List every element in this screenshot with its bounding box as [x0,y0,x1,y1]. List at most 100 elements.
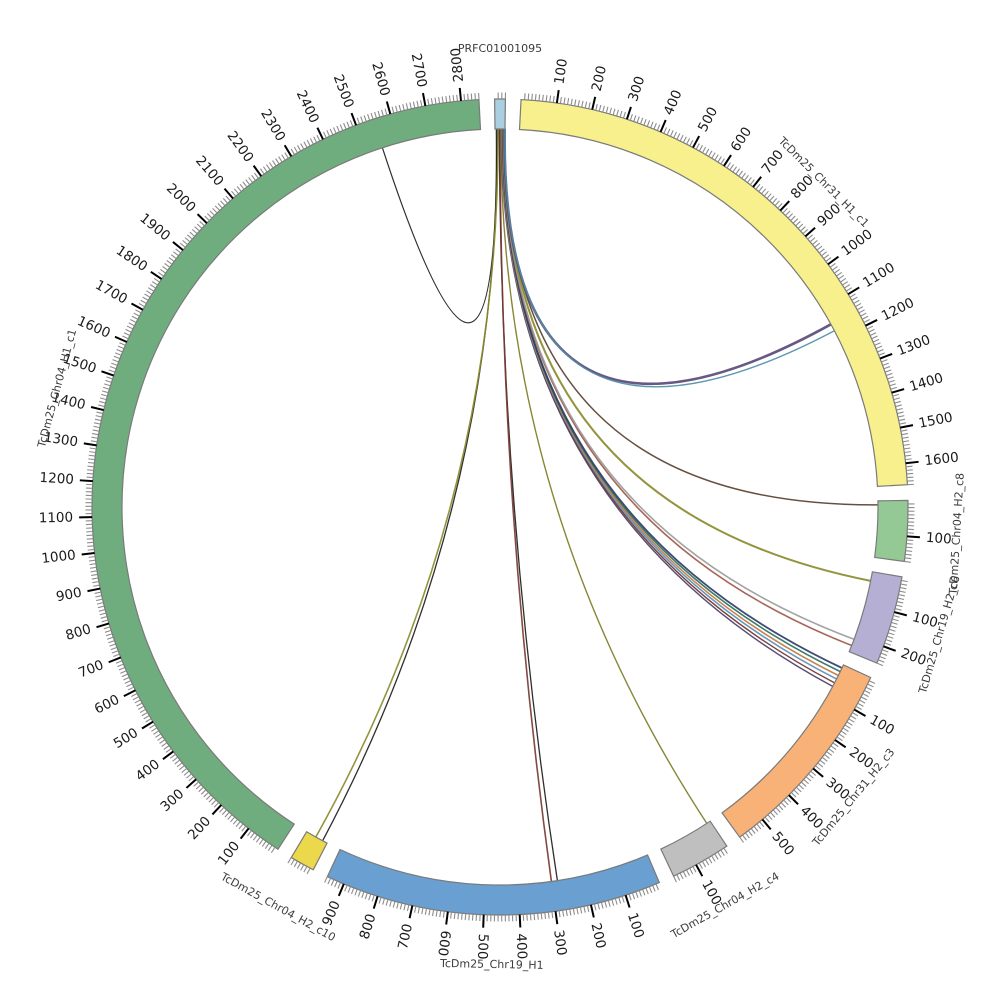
minor-tick [176,762,183,768]
minor-tick [186,773,192,779]
minor-tick [332,127,337,134]
minor-tick [385,899,389,906]
minor-tick [88,559,96,562]
minor-tick [182,239,188,245]
minor-tick [831,265,838,271]
segment-arc [326,848,661,916]
major-tick [834,739,847,749]
minor-tick [127,686,135,691]
major-tick [114,335,128,343]
segment-TcDm25_Chr19_H1: 100200300400500600700800900TcDm25_Chr19_… [319,848,661,972]
minor-tick [898,418,906,422]
minor-tick [204,215,210,222]
minor-tick [360,116,364,123]
minor-tick [714,154,719,161]
minor-tick [602,105,605,113]
minor-tick [139,708,146,714]
minor-tick [805,776,812,782]
minor-tick [255,836,261,843]
minor-tick [886,372,893,377]
minor-tick [347,886,351,893]
minor-tick [742,834,747,841]
minor-tick [705,148,710,155]
minor-tick [87,545,94,548]
minor-tick [100,393,108,397]
minor-tick [812,239,818,245]
minor-tick [327,877,332,885]
minor-tick [829,262,836,268]
minor-tick [845,287,853,292]
segment-arc [721,664,872,839]
minor-tick [800,226,806,232]
minor-tick [145,718,152,723]
minor-tick [643,118,647,126]
minor-tick [417,906,420,914]
minor-tick [899,590,906,593]
minor-tick [628,893,632,901]
tick-label: 900 [55,585,83,606]
minor-tick [851,296,858,301]
minor-tick [792,218,799,224]
minor-tick [826,751,833,756]
minor-tick [378,897,382,904]
minor-tick [905,550,913,552]
tick-label: 800 [64,621,93,644]
minor-tick [798,784,805,790]
minor-tick [906,539,914,542]
minor-tick [842,281,849,286]
minor-tick [817,762,824,768]
minor-tick [764,816,770,823]
minor-tick [424,908,428,915]
minor-tick [109,643,116,647]
minor-tick [895,608,902,611]
minor-tick [886,635,894,639]
major-tick [101,370,115,377]
minor-tick [339,124,344,131]
minor-tick [551,911,554,919]
minor-tick [126,325,134,330]
minor-tick [865,686,873,691]
minor-tick [174,759,181,765]
minor-tick [196,223,203,229]
minor-tick [611,899,615,906]
minor-tick [763,190,769,197]
minor-tick [445,95,448,103]
minor-tick [122,335,129,340]
major-tick [130,302,144,311]
minor-tick [382,898,386,905]
minor-tick [181,767,188,773]
major-tick [422,92,427,107]
minor-tick [87,541,94,544]
minor-tick [892,618,899,622]
minor-tick [669,130,674,137]
minor-tick [235,821,241,827]
minor-tick [169,753,176,759]
minor-tick [111,362,118,366]
minor-tick [622,111,626,119]
minor-tick [464,913,467,921]
minor-tick [711,855,716,862]
minor-tick [132,696,140,701]
minor-tick [821,251,827,257]
major-tick [591,96,597,110]
minor-tick [849,293,856,298]
minor-tick [157,736,164,741]
minor-tick [100,616,108,619]
minor-tick [164,262,171,268]
minor-tick [104,629,112,633]
minor-tick [371,894,375,902]
minor-tick [133,312,140,317]
minor-tick [350,887,355,895]
minor-tick [293,146,299,154]
minor-tick [676,874,681,881]
minor-tick [868,680,876,685]
minor-tick [790,215,796,222]
tick-label: 300 [625,74,648,103]
minor-tick [785,210,791,216]
minor-tick [533,913,536,921]
minor-tick [769,195,775,202]
major-tick [123,689,136,698]
minor-tick [396,902,399,909]
minor-tick [864,689,871,694]
minor-tick [326,130,331,137]
